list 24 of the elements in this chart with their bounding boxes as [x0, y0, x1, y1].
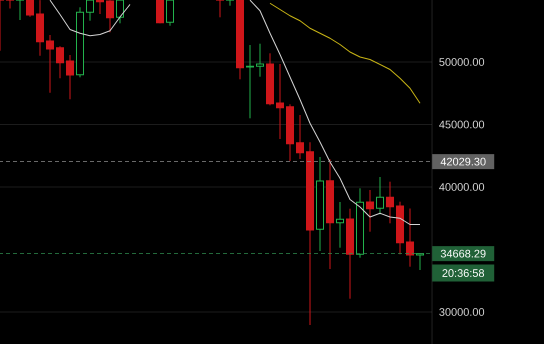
candlestick: [156, 0, 164, 24]
candlestick: [386, 181, 394, 224]
y-tick-label: 30000.00: [439, 308, 484, 316]
candlestick: [376, 176, 384, 215]
candlestick: [416, 252, 424, 270]
candlestick: [296, 114, 304, 160]
candlestick: [66, 54, 74, 100]
candlestick: [106, 0, 114, 33]
candlestick: [406, 208, 414, 268]
candlestick: [56, 46, 64, 79]
y-tick-label: 45000.00: [439, 120, 484, 128]
candlestick: [336, 202, 344, 248]
candlestick: [246, 44, 254, 119]
ref-line-label: 34668.29: [440, 250, 486, 258]
y-tick-label: 40000.00: [439, 183, 484, 191]
ref-line-label: 42029.30: [440, 158, 486, 166]
y-tick-label: 50000.00: [439, 58, 484, 66]
text: 20:36:58: [442, 269, 484, 277]
candlestick: [276, 63, 284, 140]
candlestick: [46, 34, 54, 94]
candlestick: [256, 43, 264, 78]
candlestick: [366, 190, 374, 232]
candlestick: [26, 0, 34, 18]
candlestick: [96, 0, 104, 14]
